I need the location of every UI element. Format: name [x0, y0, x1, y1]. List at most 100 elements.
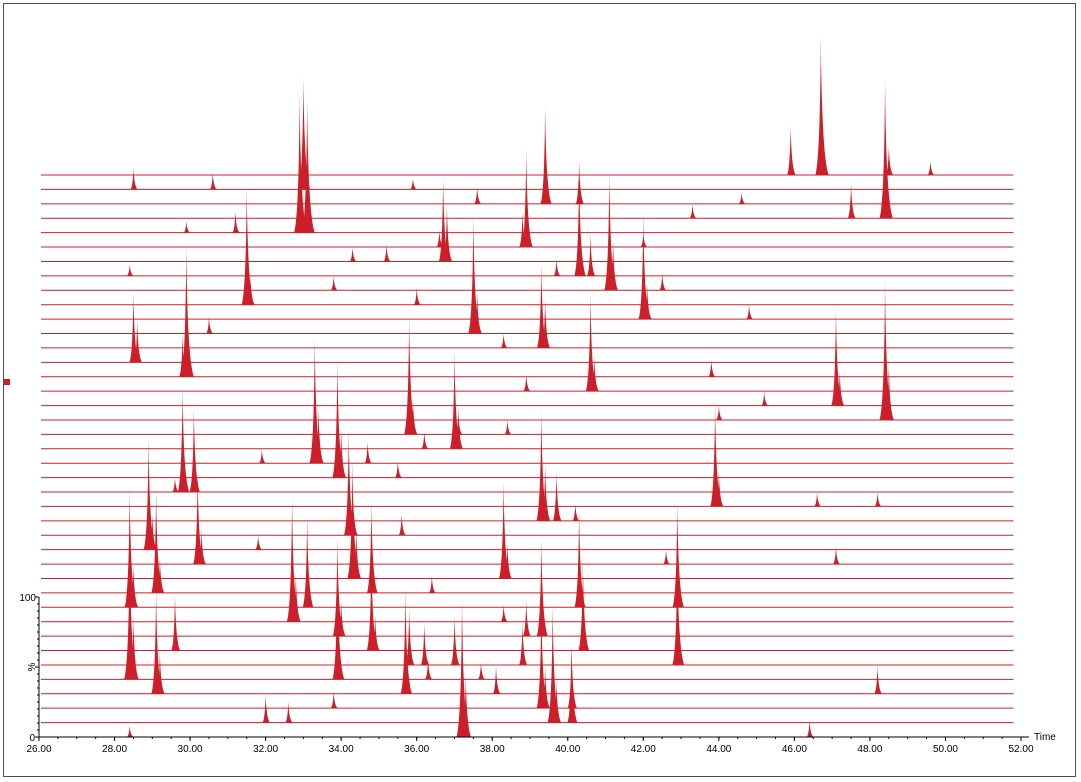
trace-peak — [738, 192, 746, 204]
chart-frame: 26.00 28.00 30.00 32.00 34.00 36.00 38.00 40.00… — [3, 3, 1076, 777]
x-tick-label: 48.00 — [857, 744, 882, 755]
trace-17 — [41, 307, 1014, 407]
trace-peak — [478, 662, 485, 680]
trace-11 — [41, 214, 1014, 320]
trace-peak — [553, 680, 562, 723]
trace-peak — [541, 464, 551, 521]
trace-peak — [183, 221, 191, 233]
x-tick-label: 30.00 — [178, 744, 203, 755]
trace-peak — [874, 665, 882, 694]
trace-peak — [255, 535, 262, 550]
trace-peak — [643, 284, 652, 320]
trace-peak — [364, 442, 372, 464]
trace-peak — [746, 305, 753, 320]
trace-peak — [409, 399, 418, 435]
trace-peak — [130, 565, 139, 608]
trace-peak — [553, 259, 561, 276]
trace-peak — [640, 233, 648, 248]
trace-peak — [879, 78, 893, 219]
trace-peak — [156, 557, 165, 593]
trace-peak — [126, 264, 134, 276]
trace-peak — [330, 276, 338, 291]
trace-peak — [504, 543, 512, 579]
trace-peak — [133, 320, 142, 363]
trace-peak — [436, 230, 444, 248]
x-tick-label: 26.00 — [26, 744, 51, 755]
trace-peak — [302, 516, 314, 608]
trace-peak — [659, 273, 667, 291]
trace-peak — [298, 77, 311, 190]
trace-peak — [330, 691, 338, 709]
trace-peak — [552, 471, 562, 521]
y-axis-minor-ticks — [35, 596, 39, 738]
trace-peak — [638, 214, 650, 320]
trace-peak — [540, 105, 552, 204]
trace-peak — [663, 550, 670, 565]
trace-peak — [521, 149, 533, 248]
trace-peak — [468, 214, 481, 334]
trace-13 — [41, 263, 1014, 349]
trace-peak — [332, 538, 344, 637]
trace-peak — [450, 615, 460, 665]
trace-6 — [41, 149, 1014, 248]
trace-peak — [536, 408, 549, 521]
trace-peak — [547, 603, 560, 723]
trace-peak — [294, 92, 308, 233]
trace-peak — [541, 298, 551, 348]
trace-peak — [438, 177, 450, 262]
trace-peak — [332, 358, 345, 478]
trace-35 — [41, 552, 1014, 666]
trace-30 — [41, 487, 1014, 594]
trace-peak — [129, 292, 140, 363]
trace-peak — [523, 374, 531, 392]
trace-peak — [689, 204, 697, 219]
trace-peak — [156, 651, 165, 694]
x-tick-label: 36.00 — [404, 744, 429, 755]
trace-peak — [337, 601, 346, 637]
trace-peak — [425, 658, 433, 680]
trace-peak — [590, 356, 599, 392]
trace-peak — [587, 233, 596, 276]
x-tick-label: 32.00 — [253, 744, 278, 755]
x-tick-label: 38.00 — [480, 744, 505, 755]
trace-34 — [41, 552, 1014, 652]
trace-peak — [449, 350, 461, 449]
trace-peak — [461, 674, 472, 737]
trace-peak — [541, 666, 550, 709]
trace-9 — [41, 171, 1014, 291]
trace-22 — [41, 358, 1014, 479]
trace-1 — [41, 35, 1014, 176]
trace-peak — [410, 178, 417, 190]
trace-28 — [41, 473, 1014, 565]
trace-23 — [41, 387, 1014, 493]
trace-peak — [262, 694, 270, 723]
x-tick-label: 42.00 — [631, 744, 656, 755]
trace-12 — [41, 214, 1014, 335]
x-axis-ticks: 26.00 28.00 30.00 32.00 34.00 36.00 38.00 40.00… — [26, 737, 1034, 755]
trace-peak — [371, 615, 380, 651]
trace-peak — [209, 172, 217, 190]
trace-15 — [41, 243, 1014, 378]
trace-peak — [347, 459, 360, 579]
trace-peak — [567, 645, 578, 723]
trace-peak — [814, 492, 821, 507]
trace-peak — [500, 604, 508, 622]
trace-peak — [286, 495, 300, 622]
trace-8 — [41, 170, 1014, 277]
trace-31 — [41, 488, 1014, 608]
trace-peak — [193, 473, 204, 565]
x-tick-label: 46.00 — [782, 744, 807, 755]
trace-peak — [151, 487, 163, 593]
trace-peak — [474, 187, 482, 204]
trace-peak — [143, 437, 156, 550]
trace-peak — [151, 588, 163, 694]
trace-7 — [41, 177, 1014, 262]
trace-peak — [332, 567, 345, 680]
trace-peak — [831, 307, 843, 406]
trace-peak — [716, 405, 723, 420]
trace-peak — [428, 576, 436, 593]
trace-peak — [574, 170, 586, 276]
trace-selection-marker[interactable] — [4, 379, 10, 385]
trace-39 — [41, 603, 1014, 724]
trace-peak — [259, 449, 266, 464]
